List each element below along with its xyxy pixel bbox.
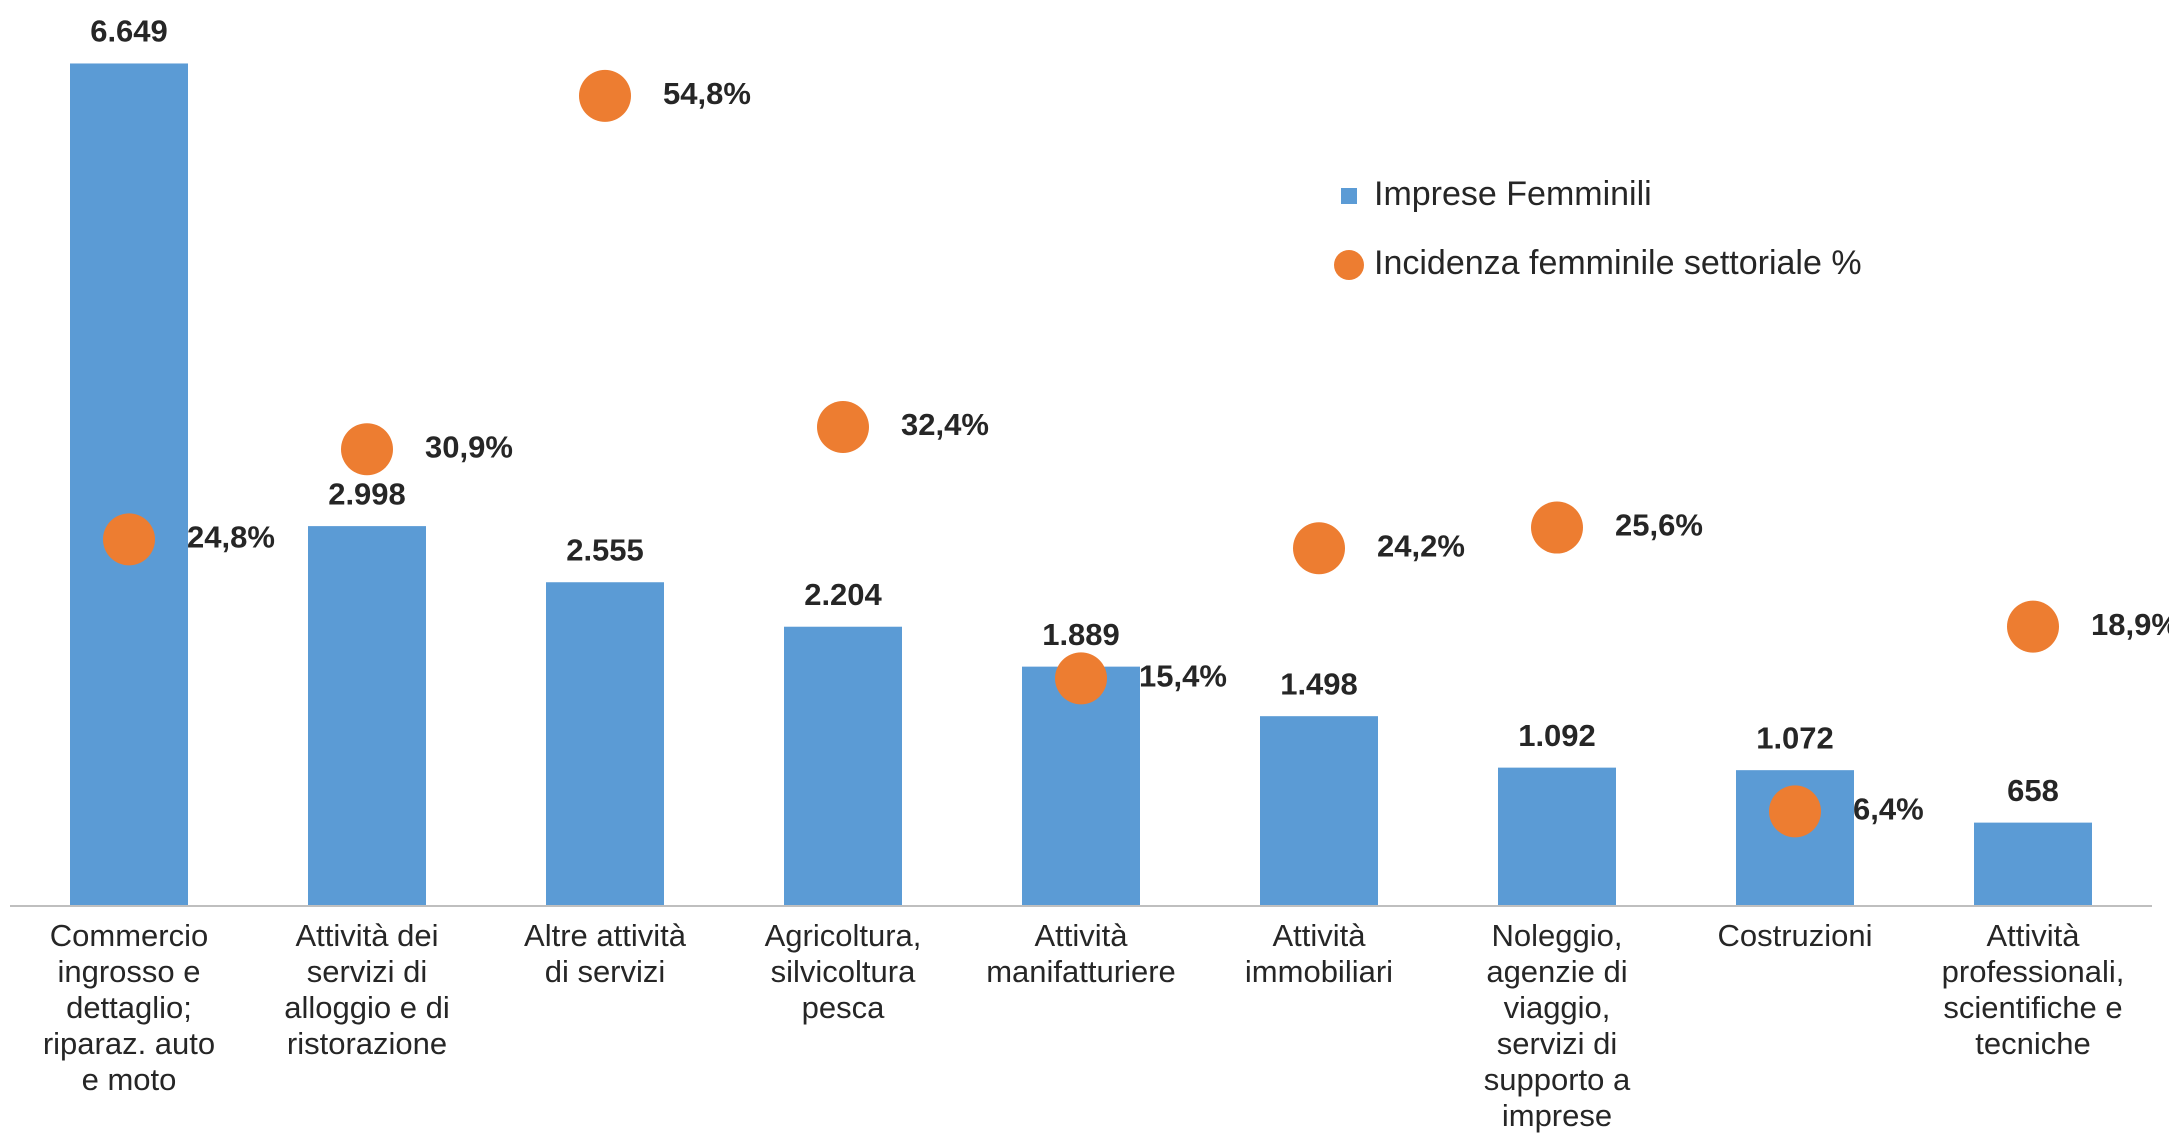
- point: [1055, 652, 1107, 705]
- x-tick-label: Noleggio, agenzie di viaggio, servizi di…: [1483, 918, 1631, 1133]
- legend-swatch: [1334, 250, 1364, 280]
- point-value-label: 54,8%: [663, 76, 751, 111]
- legend-swatch: [1341, 188, 1357, 204]
- bar-value-label: 2.204: [804, 577, 882, 612]
- point: [1531, 501, 1583, 554]
- point-value-label: 30,9%: [425, 429, 513, 464]
- x-tick-label: Costruzioni: [1717, 918, 1873, 953]
- bar: [784, 626, 902, 906]
- bar-value-label: 1.889: [1042, 617, 1120, 652]
- bar-value-label: 658: [2007, 773, 2059, 808]
- point: [579, 69, 631, 122]
- bar: [1022, 666, 1140, 906]
- point: [1769, 785, 1821, 838]
- point-value-label: 18,9%: [2091, 607, 2169, 642]
- x-tick-label: Altre attività di servizi: [524, 918, 686, 989]
- point: [1293, 522, 1345, 575]
- x-tick-label: Attività professionali, scientifiche e t…: [1941, 918, 2125, 1061]
- point-value-label: 24,8%: [187, 520, 275, 555]
- bar-value-label: 1.498: [1280, 666, 1358, 701]
- bar-value-label: 1.072: [1756, 720, 1834, 755]
- point-value-label: 15,4%: [1139, 659, 1227, 694]
- point-value-label: 6,4%: [1853, 792, 1924, 827]
- bar-value-label: 2.998: [328, 476, 406, 511]
- point: [103, 513, 155, 566]
- legend-label: Incidenza femminile settoriale %: [1374, 244, 1862, 282]
- point: [817, 401, 869, 454]
- bar: [70, 63, 188, 907]
- bar: [1260, 716, 1378, 906]
- x-tick-label: Attività immobiliari: [1244, 918, 1394, 989]
- point: [341, 423, 393, 476]
- bar-value-label: 6.649: [90, 14, 168, 49]
- point-value-label: 24,2%: [1377, 528, 1465, 563]
- bar-value-label: 1.092: [1518, 718, 1596, 753]
- x-tick-label: Attività dei servizi di alloggio e di ri…: [284, 918, 450, 1061]
- x-tick-label: Commercio ingrosso e dettaglio; riparaz.…: [42, 918, 216, 1097]
- bar-value-label: 2.555: [566, 532, 644, 567]
- point: [2007, 600, 2059, 653]
- legend-label: Imprese Femminili: [1374, 175, 1652, 213]
- point-value-label: 32,4%: [901, 407, 989, 442]
- bar: [308, 526, 426, 906]
- bar: [1974, 822, 2092, 906]
- bar: [1498, 767, 1616, 906]
- point-value-label: 25,6%: [1615, 508, 1703, 543]
- x-tick-label: Attività manifatturiere: [986, 918, 1176, 989]
- bar: [546, 582, 664, 906]
- x-tick-label: Agricoltura, silvicoltura pesca: [764, 918, 922, 1025]
